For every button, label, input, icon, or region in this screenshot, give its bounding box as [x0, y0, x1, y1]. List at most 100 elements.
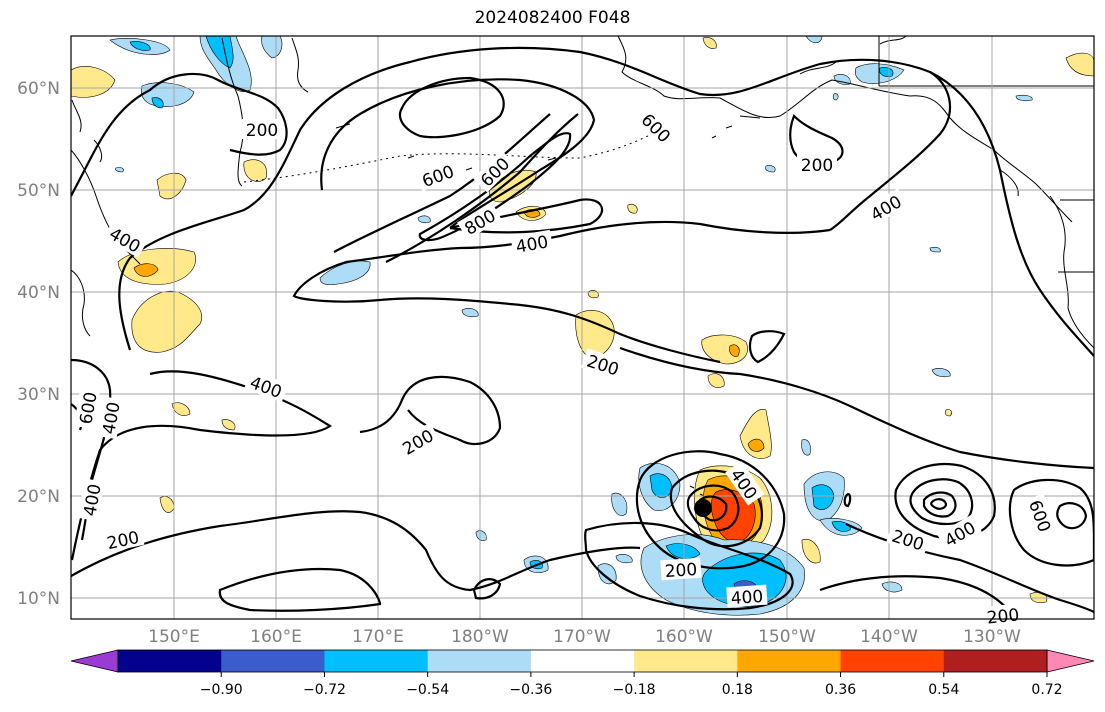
contour-line [922, 491, 957, 518]
positive-shading [707, 373, 725, 388]
coastline [1049, 195, 1094, 349]
contour-line [345, 220, 831, 264]
negative-shading [151, 97, 164, 109]
contour-line [894, 462, 996, 540]
positive-shading [133, 263, 159, 277]
contour-label: 600 [76, 390, 101, 425]
contour-label-background [660, 557, 702, 581]
contour-label: 200 [664, 560, 698, 582]
contour-label: 600 [420, 162, 457, 192]
contour-label-background [457, 202, 502, 240]
positive-shading [627, 203, 638, 214]
contour-label: 600 [1024, 498, 1054, 535]
negative-shading [854, 63, 905, 84]
positive-shading [221, 419, 236, 431]
contour-label-background [395, 422, 440, 460]
contour-line [748, 330, 786, 364]
contour-line [619, 346, 1094, 470]
coastline [617, 36, 1073, 223]
negative-shading [931, 368, 951, 378]
negative-shading [832, 93, 839, 101]
positive-shading [159, 496, 175, 513]
longitude-label: 140°W [860, 627, 918, 647]
negative-shading [929, 246, 941, 253]
contour-label: 400 [514, 232, 549, 257]
contour-label-background [473, 150, 516, 193]
contour-line [398, 76, 505, 139]
negative-shading [417, 215, 431, 224]
negative-shading [665, 543, 701, 559]
contour-label-background [242, 119, 282, 139]
contour-line [472, 578, 502, 600]
graticule [71, 36, 1094, 619]
coastline [799, 36, 907, 75]
contour-line [635, 450, 786, 570]
colorbar-segment [530, 650, 635, 672]
colorbar-segment [840, 650, 945, 672]
contour-line [320, 78, 596, 229]
positive-shading [944, 409, 952, 417]
colorbar-segment [943, 650, 1048, 672]
contour-line [418, 132, 572, 242]
longitude-label-layer: 150°E 160°E 170°E 180°W 170°W 160°W 150°W 140°W… [148, 627, 1021, 647]
contour-label-background [415, 158, 460, 192]
colorbar-extend-high [1046, 649, 1095, 673]
negative-shading [879, 67, 894, 77]
longitude-label: 130°W [963, 627, 1021, 647]
negative-shading [597, 563, 617, 585]
negative-shading [319, 260, 371, 286]
longitude-label: 170°W [553, 627, 611, 647]
contour-line [385, 113, 579, 263]
negative-shading [261, 36, 283, 59]
contour-line [218, 567, 382, 612]
contour-line [1008, 478, 1094, 567]
contour-label: 200 [801, 156, 833, 176]
negative-shading [801, 439, 811, 456]
contour-label-background [103, 220, 148, 258]
negative-shading [1015, 94, 1033, 102]
latitude-label: 50°N [17, 181, 60, 201]
colorbar-tick-label: −0.54 [406, 682, 449, 698]
latitude-label: 40°N [17, 283, 60, 303]
negative-shading [461, 308, 479, 318]
latitude-label: 20°N [17, 487, 60, 507]
colorbar-segment [634, 650, 738, 672]
colorbar-extend-low [70, 649, 119, 673]
contour-label-background [77, 478, 105, 522]
colorbar-tick-label: 0.72 [1031, 682, 1062, 698]
contour-line [71, 510, 641, 592]
positive-shading [801, 538, 821, 564]
colorbar-tick-label: 0.54 [928, 682, 959, 698]
contour-label: 400 [80, 482, 105, 517]
longitude-label: 170°E [352, 627, 404, 647]
positive-shading [575, 310, 615, 359]
colorbar-segment [427, 650, 532, 672]
contour-line [819, 575, 1011, 613]
positive-shading [747, 438, 765, 452]
map-frame [70, 35, 1095, 620]
coastline [71, 99, 103, 163]
contour-label: 400 [99, 400, 124, 435]
latitude-label: 10°N [17, 589, 60, 609]
colorbar-segment [737, 650, 842, 672]
contour-label-background [725, 461, 765, 506]
colorbar-segment [324, 650, 429, 672]
contour-label-background [581, 348, 626, 380]
contour-line [584, 521, 794, 611]
positive-shading [131, 290, 202, 353]
contour-label-background [73, 386, 101, 430]
colorbar-tick-label: −0.90 [200, 682, 243, 698]
contour-line [359, 375, 502, 446]
contour-label-background [886, 523, 931, 555]
contour-line [930, 498, 948, 510]
contour-label-background [101, 525, 145, 553]
latitude-label-layer: 60°N 50°N 40°N 30°N 20°N 10°N [17, 79, 60, 609]
coastline-layer [71, 36, 1094, 497]
contour-line [686, 484, 740, 532]
contour-label-background [863, 188, 908, 226]
positive-shading [729, 344, 740, 357]
map-title: 2024082400 F048 [474, 8, 631, 28]
longitude-label: 180°W [451, 627, 509, 647]
